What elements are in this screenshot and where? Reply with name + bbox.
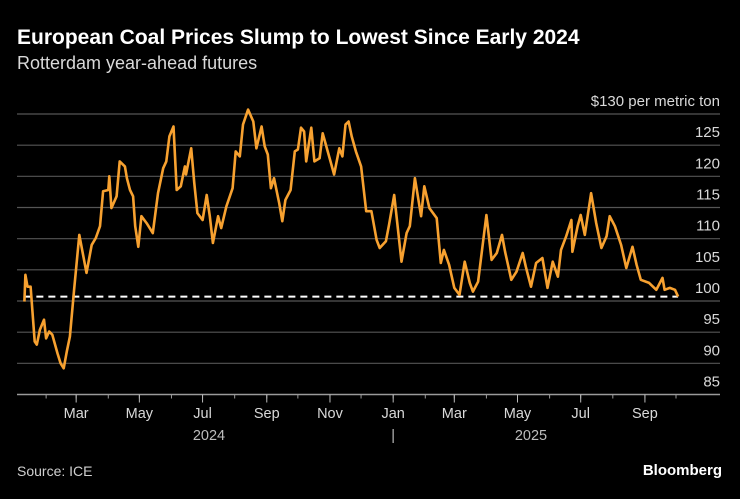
x-tick-label: Mar (64, 406, 89, 422)
y-tick-label: 95 (703, 311, 720, 328)
gridlines (17, 113, 720, 396)
x-tick-label: Sep (254, 406, 280, 422)
y-tick-label: 100 (695, 280, 720, 297)
x-tick-label: Jan (381, 406, 404, 422)
source-note: Source: ICE (17, 463, 93, 479)
x-tick-label: Jul (193, 406, 212, 422)
y-axis-labels: 85 90 95 100 105 110 115 120 125 $130 per metric … (591, 93, 720, 391)
x-tick-label: Sep (632, 406, 658, 422)
y-tick-label: 120 (695, 155, 720, 172)
x-tick-label: Nov (317, 406, 344, 422)
chart-subtitle: Rotterdam year-ahead futures (17, 53, 258, 73)
y-tick-label: 110 (696, 218, 720, 235)
y-tick-label: 115 (696, 187, 720, 204)
x-tick-label: May (504, 406, 532, 422)
x-tick-label: Jul (571, 406, 590, 422)
y-tick-label: 85 (703, 374, 720, 391)
x-axis: Mar May Jul Sep Nov Jan Mar May Jul Sep 2024 | 2025 (45, 394, 677, 444)
y-tick-label: 125 (695, 124, 720, 141)
chart-title: European Coal Prices Slump to Lowest Sin… (17, 26, 580, 49)
y-tick-label: 105 (695, 249, 720, 266)
x-tick-label: Mar (442, 406, 467, 422)
year-label: 2024 (193, 428, 225, 444)
series-line (23, 108, 680, 370)
year-label: 2025 (515, 428, 547, 444)
y-tick-label: $130 per metric ton (591, 93, 720, 110)
bloomberg-logo: Bloomberg (642, 462, 722, 479)
y-tick-label: 90 (703, 342, 720, 359)
x-tick-label: May (126, 406, 154, 422)
year-separator: | (391, 428, 395, 444)
